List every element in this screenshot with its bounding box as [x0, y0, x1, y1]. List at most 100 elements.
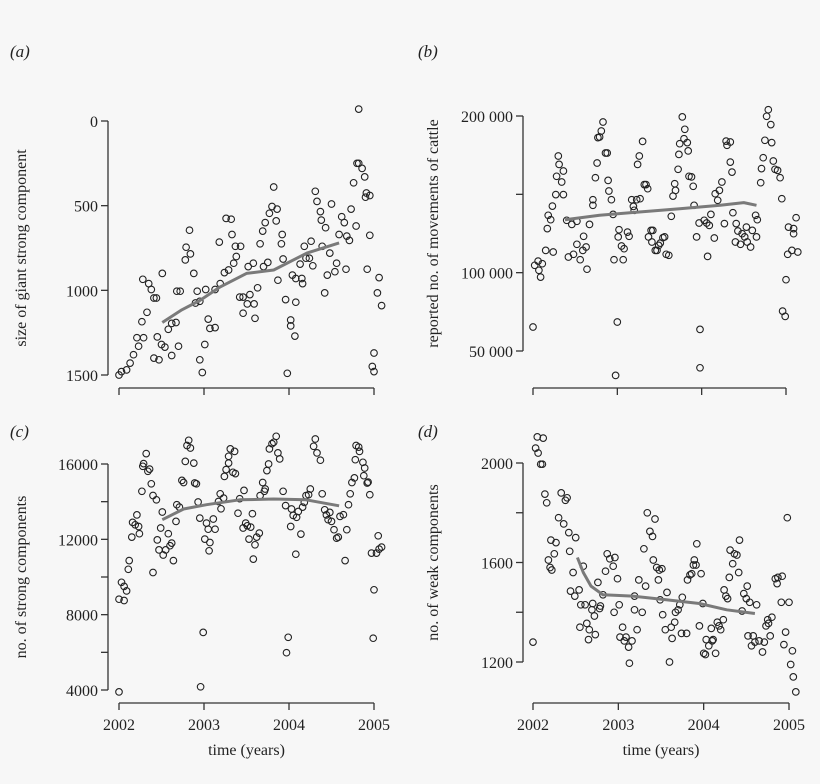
- data-point: [547, 566, 556, 574]
- data-point: [339, 510, 348, 519]
- data-point: [363, 265, 372, 274]
- data-point: [566, 587, 575, 595]
- data-point: [680, 125, 689, 134]
- x-tick-label: 2005: [358, 717, 390, 734]
- data-point: [777, 194, 786, 203]
- data-point: [192, 479, 201, 488]
- data-point: [620, 244, 628, 253]
- data-point: [581, 600, 589, 609]
- data-point: [773, 579, 781, 588]
- data-point: [611, 371, 620, 380]
- data-point: [569, 568, 577, 577]
- data-point: [308, 261, 317, 270]
- data-point: [365, 490, 374, 499]
- data-point: [692, 233, 701, 241]
- data-point: [375, 273, 383, 282]
- data-point: [181, 256, 190, 264]
- data-point: [243, 521, 252, 530]
- data-point: [161, 546, 170, 554]
- data-point: [544, 556, 553, 564]
- data-point: [576, 623, 584, 632]
- data-point: [164, 325, 173, 334]
- data-point: [124, 565, 133, 574]
- trend-line: [564, 201, 757, 222]
- data-point: [243, 300, 252, 308]
- y-tick-label: 1600: [481, 556, 513, 573]
- data-point: [275, 455, 284, 463]
- data-point: [632, 195, 641, 204]
- data-point: [294, 507, 303, 516]
- data-point: [783, 513, 792, 522]
- data-point: [325, 508, 334, 517]
- data-point: [345, 236, 354, 245]
- data-point: [757, 164, 766, 173]
- data-point: [161, 343, 169, 351]
- data-point: [696, 325, 704, 334]
- data-point: [752, 600, 761, 609]
- data-point: [619, 255, 628, 264]
- data-point: [557, 178, 566, 186]
- data-point: [226, 445, 235, 453]
- data-point: [152, 495, 161, 504]
- data-point: [636, 194, 644, 203]
- data-point: [792, 213, 800, 222]
- data-point: [686, 571, 694, 579]
- data-point: [605, 554, 614, 563]
- data-point: [736, 240, 745, 249]
- y-tick-label: 8000: [66, 608, 98, 625]
- data-point: [699, 649, 708, 658]
- data-point: [596, 602, 605, 610]
- data-point: [127, 533, 136, 541]
- data-point: [354, 105, 363, 113]
- data-point: [195, 514, 204, 522]
- data-point: [327, 517, 336, 526]
- data-point: [189, 459, 198, 467]
- data-point: [762, 112, 771, 121]
- y-tick-label: 200 000: [461, 109, 513, 126]
- data-point: [664, 251, 673, 260]
- data-point: [692, 539, 701, 548]
- data-point: [252, 533, 261, 541]
- data-point: [377, 301, 386, 310]
- data-point: [120, 582, 128, 591]
- data-point: [663, 588, 671, 597]
- data-point: [298, 279, 307, 288]
- data-point: [249, 259, 258, 268]
- data-point: [546, 215, 555, 224]
- data-point: [251, 540, 259, 549]
- data-point: [204, 525, 213, 534]
- data-point: [654, 576, 663, 584]
- data-point: [286, 322, 295, 330]
- data-point: [291, 332, 299, 340]
- data-point: [605, 187, 613, 195]
- data-point: [259, 262, 268, 271]
- data-point: [185, 226, 194, 235]
- y-tick-label: 4000: [66, 683, 98, 700]
- data-point: [297, 274, 306, 283]
- data-point: [653, 246, 661, 255]
- data-point: [565, 547, 574, 556]
- data-point: [588, 605, 596, 614]
- data-point: [789, 224, 798, 233]
- data-point: [615, 600, 624, 609]
- data-point: [316, 456, 325, 465]
- data-point: [186, 444, 195, 452]
- data-point: [719, 615, 728, 624]
- data-point: [629, 202, 638, 211]
- data-point: [793, 248, 802, 256]
- data-point: [616, 633, 624, 641]
- data-point: [529, 323, 537, 331]
- data-point: [178, 476, 186, 485]
- data-point: [742, 223, 751, 231]
- data-point: [589, 201, 597, 210]
- data-point: [370, 585, 378, 594]
- data-point: [671, 186, 680, 195]
- data-point: [573, 240, 581, 249]
- data-point: [236, 242, 245, 251]
- data-point: [707, 210, 715, 219]
- data-point: [776, 173, 784, 182]
- data-point: [732, 219, 741, 228]
- data-point: [258, 478, 267, 487]
- data-point: [570, 592, 579, 600]
- data-point: [204, 315, 213, 323]
